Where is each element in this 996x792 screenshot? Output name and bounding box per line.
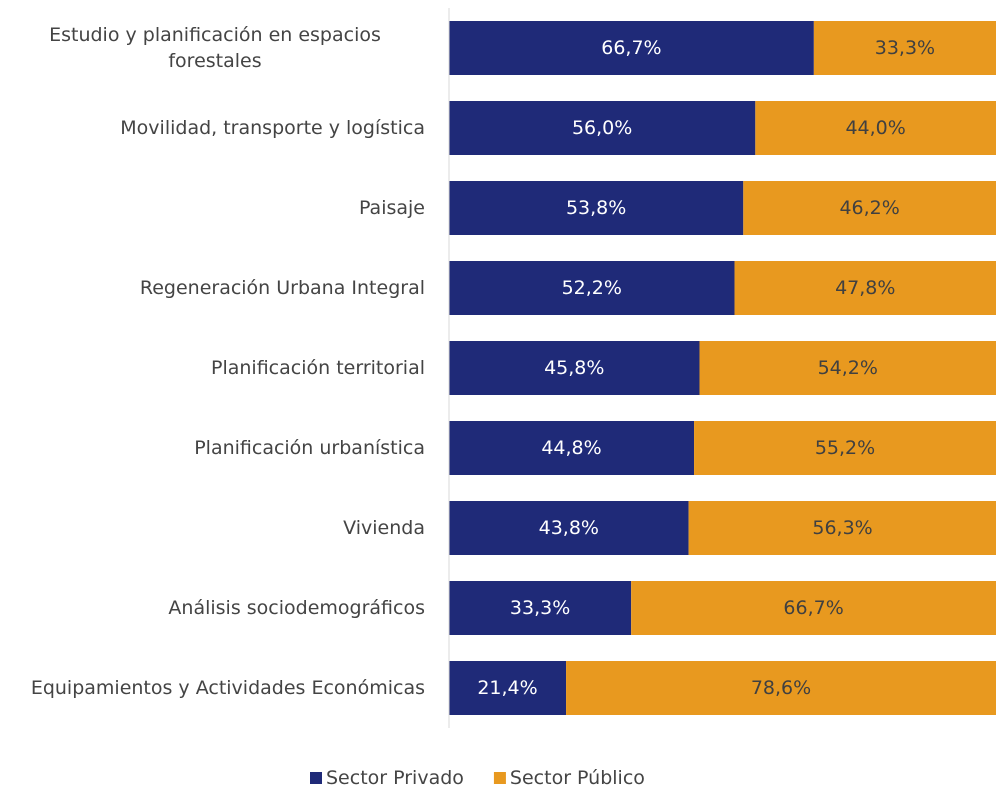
category-label: Vivienda — [0, 515, 425, 541]
category-label: Estudio y planificación en espacios fore… — [0, 22, 425, 74]
bar-segment — [449, 421, 695, 475]
bar-segment — [449, 101, 756, 155]
value-label: 33,3% — [510, 597, 570, 619]
category-label: Paisaje — [0, 195, 425, 221]
bar-segment — [699, 341, 996, 395]
bar-segment — [755, 101, 996, 155]
category-text: Equipamientos y Actividades Económicas — [30, 677, 425, 699]
bar-segment — [734, 261, 996, 315]
category-label: Movilidad, transporte y logística — [0, 115, 425, 141]
bar-segment — [449, 581, 632, 635]
legend-label: Sector Privado — [326, 767, 464, 789]
value-label: 21,4% — [477, 677, 537, 699]
legend-label: Sector Público — [510, 767, 645, 789]
value-label: 56,3% — [812, 517, 872, 539]
category-text: Planificación urbanística — [194, 437, 425, 459]
category-text: Estudio y planificación en espacios fore… — [49, 24, 381, 72]
value-label: 53,8% — [566, 197, 626, 219]
value-label: 54,2% — [818, 357, 878, 379]
value-label: 43,8% — [539, 517, 599, 539]
bar-segment — [449, 181, 744, 235]
category-label: Regeneración Urbana Integral — [0, 275, 425, 301]
legend-swatch — [493, 772, 506, 784]
bar-segment — [694, 421, 996, 475]
value-label: 44,0% — [845, 117, 905, 139]
category-text: Regeneración Urbana Integral — [139, 277, 425, 299]
value-label: 46,2% — [839, 197, 899, 219]
value-label: 55,2% — [815, 437, 875, 459]
value-label: 45,8% — [544, 357, 604, 379]
bar-segment — [688, 501, 996, 555]
bar-segment — [813, 21, 996, 75]
value-label: 33,3% — [875, 37, 935, 59]
category-text: Vivienda — [343, 517, 425, 539]
category-text: Movilidad, transporte y logística — [120, 117, 425, 139]
value-label: 78,6% — [751, 677, 811, 699]
value-label: 66,7% — [783, 597, 843, 619]
category-text: Planificación territorial — [211, 357, 425, 379]
bar-segment — [449, 341, 700, 395]
legend-swatch — [310, 772, 322, 784]
value-label: 56,0% — [572, 117, 632, 139]
value-label: 52,2% — [562, 277, 622, 299]
bar-segment — [631, 581, 996, 635]
bar-segment — [449, 261, 735, 315]
value-label: 47,8% — [835, 277, 895, 299]
bar-segment — [743, 181, 996, 235]
category-label: Planificación territorial — [0, 355, 425, 381]
bar-segment — [449, 501, 689, 555]
bar-segment — [449, 21, 814, 75]
bar-segment — [449, 661, 567, 715]
bar-segment — [566, 661, 996, 715]
value-label: 66,7% — [601, 37, 661, 59]
category-label: Planificación urbanística — [0, 435, 425, 461]
value-label: 44,8% — [541, 437, 601, 459]
category-text: Paisaje — [358, 197, 425, 219]
category-label: Equipamientos y Actividades Económicas — [0, 675, 425, 701]
category-text: Análisis sociodemográficos — [168, 597, 425, 619]
category-label: Análisis sociodemográficos — [0, 595, 425, 621]
